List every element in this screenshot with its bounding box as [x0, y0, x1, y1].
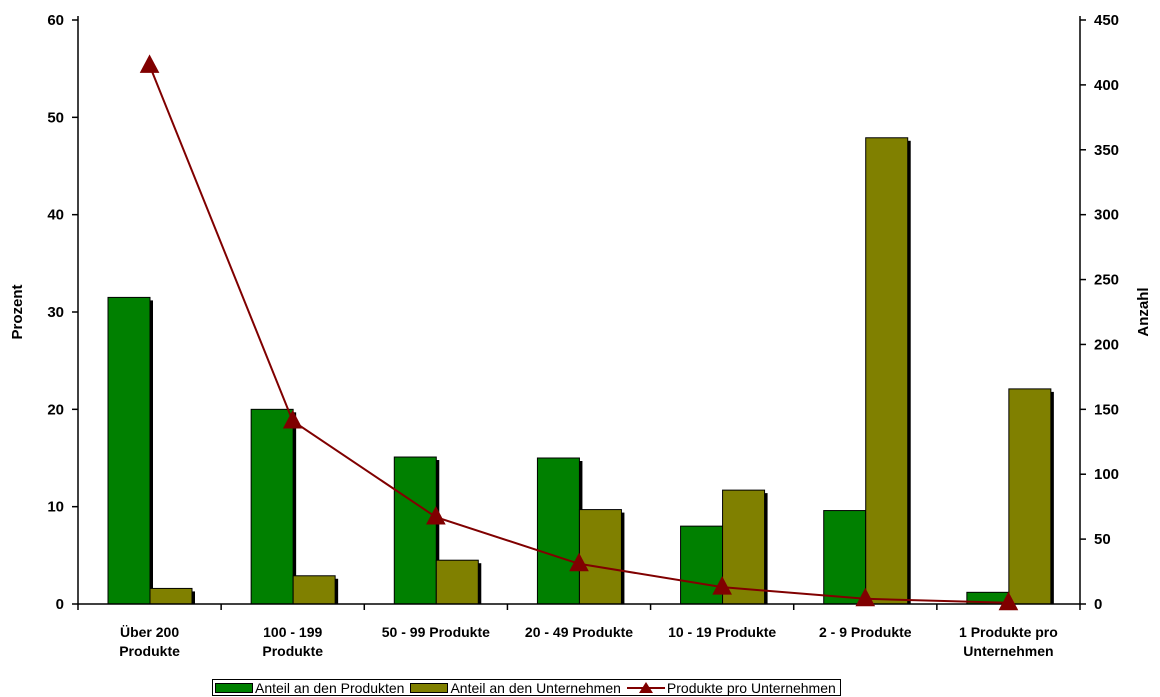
bar-companies: [1008, 388, 1052, 605]
bar-products: [393, 456, 437, 605]
chart-svg: 0 10 20 30 40 50 60 0 50 100 150 200 250 300 350 400 450…: [9, 12, 1152, 659]
category-label: 1 Produkte pro: [959, 624, 1058, 640]
category-label: 50 - 99 Produkte: [382, 624, 490, 640]
bar-companies: [435, 559, 479, 605]
bar-companies: [722, 489, 766, 605]
bar-products: [823, 510, 867, 605]
tick-labels: 0 10 20 30 40 50 60 0 50 100 150 200 250 300 350 400 450: [47, 12, 1119, 613]
bar-products: [107, 296, 151, 605]
y2-tick-label: 150: [1094, 401, 1119, 418]
line-point-marker: [426, 505, 446, 525]
y-tick-label: 20: [47, 401, 64, 418]
y2-tick-label: 250: [1094, 272, 1119, 289]
legend-swatch-products: [215, 682, 253, 693]
y2-tick-label: 0: [1094, 596, 1102, 613]
bar-products: [250, 408, 294, 605]
bar-companies: [292, 575, 336, 605]
bar-products: [536, 457, 580, 605]
y2-tick-label: 50: [1094, 531, 1111, 548]
y2-tick-label: 100: [1094, 466, 1119, 483]
line-series: [139, 54, 1019, 611]
y-tick-label: 40: [47, 207, 64, 224]
category-labels: Über 200 Produkte 100 - 199 Produkte 50 - 99…: [119, 624, 1058, 659]
y2-tick-label: 350: [1094, 142, 1119, 159]
bars: [107, 137, 1052, 605]
category-label: Über 200: [120, 624, 179, 640]
line-point-marker: [139, 54, 160, 73]
legend: Anteil an den Produkten Anteil an den Un…: [212, 679, 841, 696]
y2-tick-label: 200: [1094, 336, 1119, 353]
category-label: 100 - 199: [263, 624, 322, 640]
legend-item-ratio: Produkte pro Unternehmen: [626, 679, 836, 696]
legend-label-ratio: Produkte pro Unternehmen: [666, 679, 836, 696]
bar-companies: [149, 587, 193, 605]
y2-tick-label: 300: [1094, 207, 1119, 224]
bar-companies: [865, 137, 909, 605]
category-label: 2 - 9 Produkte: [819, 624, 912, 640]
line-point-marker: [569, 552, 589, 572]
bar-products: [680, 525, 724, 605]
y-tick-label: 60: [47, 12, 64, 29]
legend-line-marker-icon: [626, 681, 665, 693]
line-point-marker: [855, 587, 876, 607]
line-point-marker: [998, 591, 1019, 611]
legend-label-companies: Anteil an den Unternehmen: [450, 679, 621, 696]
y-tick-label: 10: [47, 499, 64, 516]
category-label: Unternehmen: [963, 643, 1053, 659]
category-label: 10 - 19 Produkte: [668, 624, 776, 640]
category-label: Produkte: [262, 643, 323, 659]
bar-companies: [578, 509, 622, 605]
line-point-marker: [282, 409, 303, 429]
y-tick-label: 0: [56, 596, 64, 613]
y-tick-label: 30: [47, 304, 64, 321]
legend-item-products: Anteil an den Produkten: [215, 680, 404, 696]
category-label: Produkte: [119, 643, 180, 659]
line-point-marker: [712, 576, 732, 595]
category-label: 20 - 49 Produkte: [525, 624, 633, 640]
y2-tick-label: 400: [1094, 77, 1119, 94]
axes: [72, 16, 1086, 610]
y2-axis-title: Anzahl: [1135, 287, 1152, 336]
y-tick-label: 50: [47, 109, 64, 126]
y-axis-title: Prozent: [9, 284, 26, 339]
y2-tick-label: 450: [1094, 12, 1119, 29]
legend-swatch-companies: [410, 682, 449, 693]
legend-item-companies: Anteil an den Unternehmen: [410, 679, 621, 696]
legend-label-products: Anteil an den Produkten: [255, 679, 405, 696]
